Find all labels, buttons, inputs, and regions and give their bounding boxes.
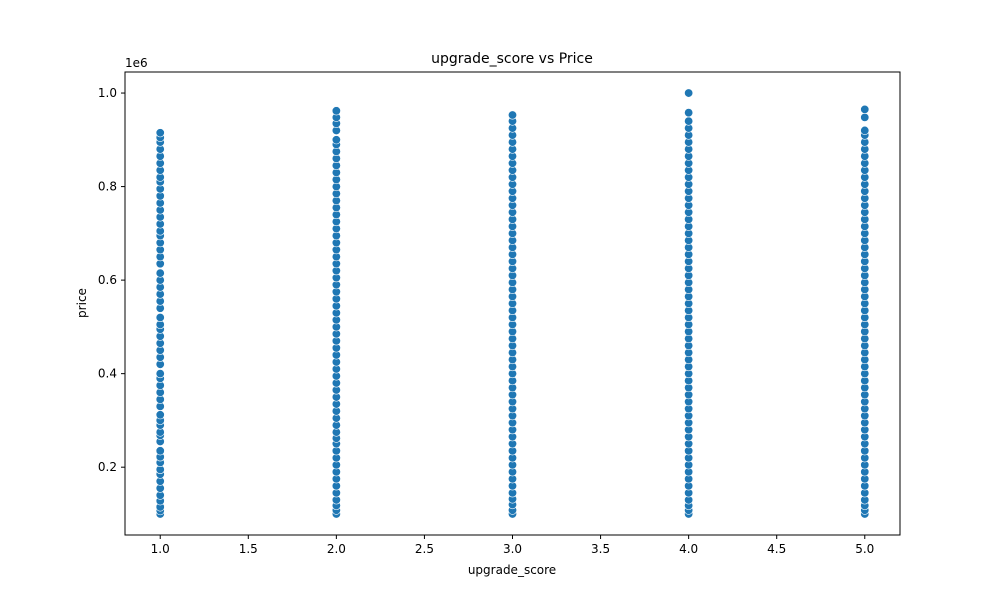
x-tick-label: 1.0 (151, 542, 170, 556)
data-point (155, 446, 165, 456)
y-offset-label: 1e6 (125, 56, 148, 70)
data-point (155, 128, 165, 138)
data-point (684, 108, 694, 118)
x-tick-label: 2.0 (327, 542, 346, 556)
x-tick-label: 1.5 (239, 542, 258, 556)
y-tick-label: 1.0 (98, 86, 117, 100)
x-tick-label: 4.0 (679, 542, 698, 556)
data-points (155, 88, 870, 519)
x-tick-label: 4.5 (767, 542, 786, 556)
y-axis-label: price (75, 288, 89, 318)
data-point (155, 410, 165, 420)
data-point (860, 125, 870, 135)
data-point (860, 104, 870, 114)
y-tick-label: 0.2 (98, 460, 117, 474)
y-tick-label: 0.8 (98, 180, 117, 194)
data-point (155, 313, 165, 323)
x-tick-label: 3.0 (503, 542, 522, 556)
data-point (684, 116, 694, 126)
data-point (860, 112, 870, 122)
x-tick-label: 5.0 (855, 542, 874, 556)
x-tick-label: 3.5 (591, 542, 610, 556)
x-axis: 1.0 1.5 2.0 2.5 3.0 3.5 4.0 4.5 5.0 (151, 535, 874, 556)
data-point (507, 110, 517, 120)
y-tick-label: 0.4 (98, 367, 117, 381)
y-tick-label: 0.6 (98, 273, 117, 287)
data-point (155, 369, 165, 379)
x-axis-label: upgrade_score (468, 563, 556, 577)
chart-title: upgrade_score vs Price (431, 51, 593, 67)
data-point (331, 106, 341, 116)
y-axis: 0.2 0.4 0.6 0.8 1.0 (98, 86, 125, 474)
data-point (155, 268, 165, 278)
data-point (684, 88, 694, 98)
data-point (331, 135, 341, 145)
x-tick-label: 2.5 (415, 542, 434, 556)
